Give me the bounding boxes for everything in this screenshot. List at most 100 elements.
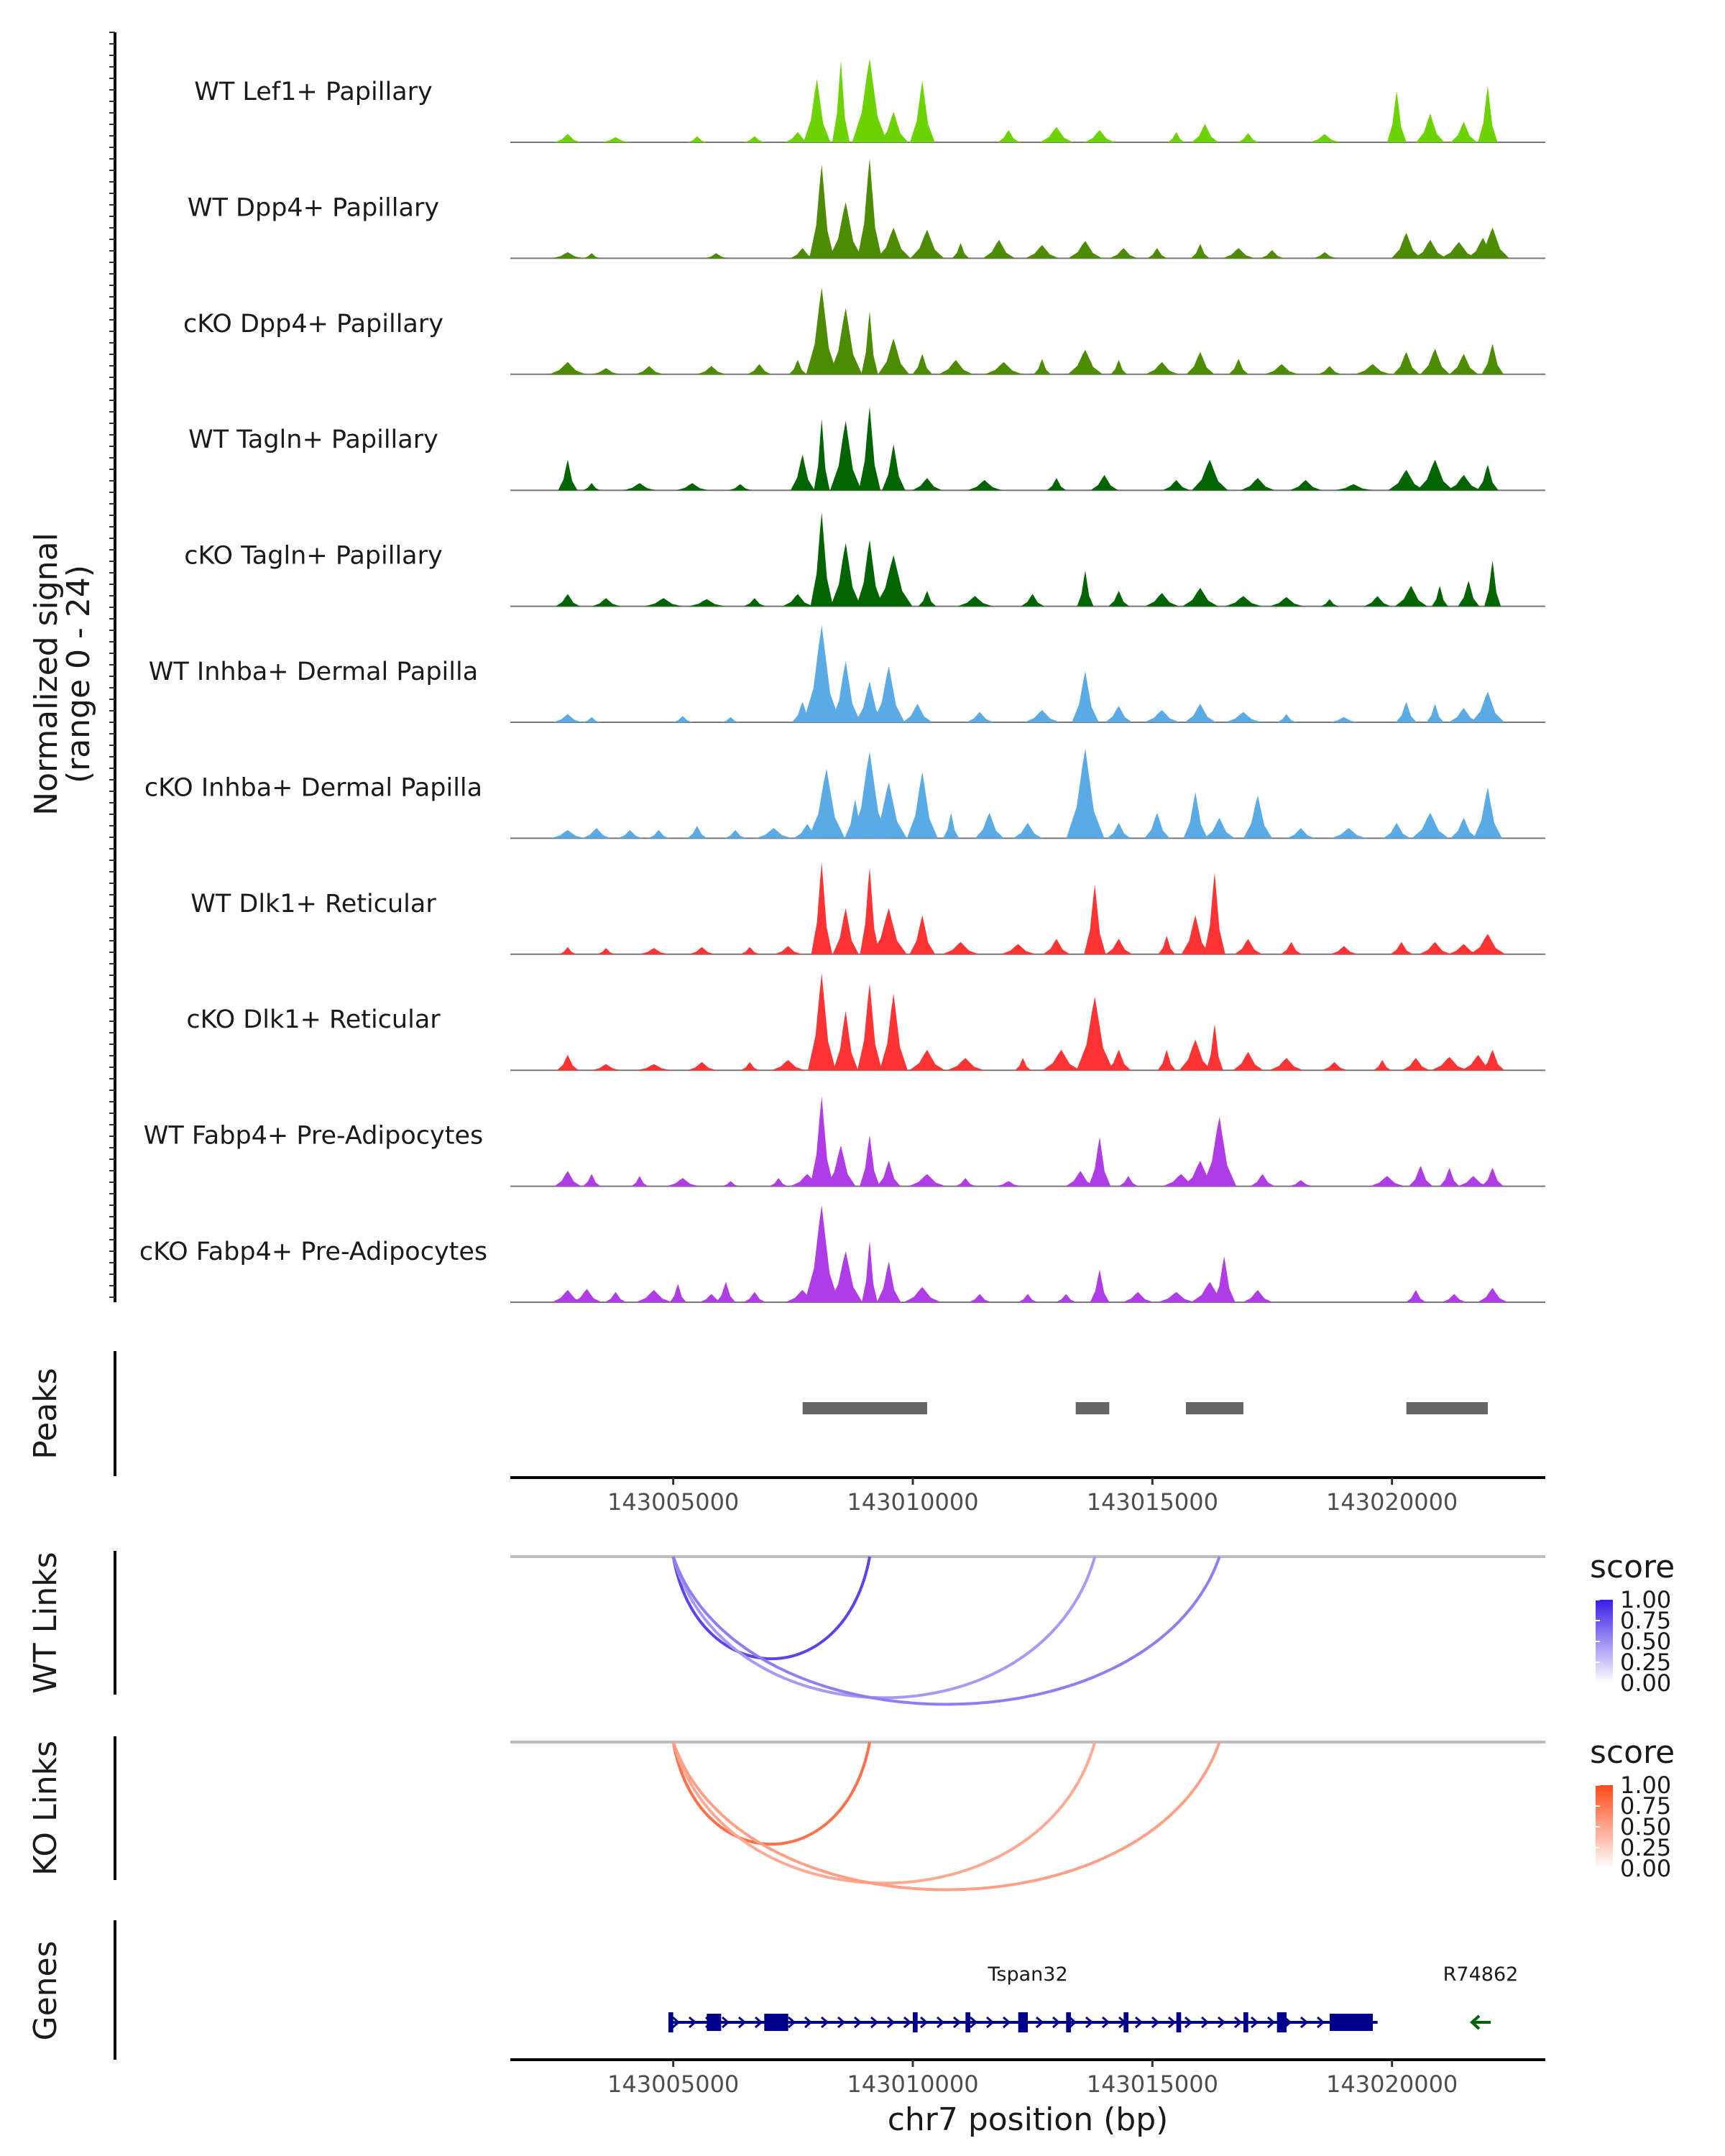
coverage-peak [909, 915, 936, 954]
coverage-peak [1260, 250, 1284, 259]
exon [1276, 2012, 1287, 2032]
coverage-peak [1442, 1294, 1467, 1302]
coverage-peak [1144, 710, 1180, 722]
coverage-peak [724, 830, 746, 839]
legend-tick-label: 0.25 [1620, 1834, 1671, 1861]
coverage-peak [810, 1096, 834, 1187]
coverage-peak [877, 1161, 901, 1187]
coverage-peak [1042, 1049, 1080, 1071]
track-label: cKO Dlk1+ Reticular [186, 1005, 441, 1034]
coverage-peak [998, 130, 1020, 142]
coverage-peak [551, 1290, 584, 1302]
coverage-peak [857, 158, 882, 259]
coverage-peak [1276, 714, 1297, 722]
coverage-peak [1184, 704, 1216, 722]
coverage-peak [592, 1064, 621, 1071]
coverage-peak [1145, 593, 1179, 607]
coverage-peak [1105, 706, 1133, 722]
coverage-peak [1066, 748, 1105, 839]
coverage-peak [602, 137, 630, 142]
coverage-peak [1396, 701, 1417, 722]
x-axis-title: chr7 position (bp) [888, 2101, 1169, 2138]
coverage-peak [912, 354, 933, 374]
coverage-peak [1182, 588, 1218, 607]
coverage-peak [860, 1135, 880, 1187]
coverage-peak [1409, 1166, 1433, 1187]
coverage-peak [803, 625, 840, 722]
x-tick-label: 143015000 [1087, 1488, 1218, 1516]
coverage-peak [553, 714, 583, 722]
coverage-peak [1090, 1269, 1110, 1302]
coverage-peak [1477, 464, 1499, 491]
track-0: WT Lef1+ Papillary [194, 58, 1545, 143]
coverage-peak [1448, 944, 1480, 954]
coverage-peak [1364, 596, 1392, 607]
coverage-peak [676, 483, 709, 491]
coverage-peak [1458, 581, 1480, 607]
coverage-peak [877, 1261, 901, 1302]
coverage-peak [829, 202, 862, 259]
coverage-peak [597, 948, 615, 954]
strand-arrow [672, 2016, 681, 2029]
coverage-peak [1241, 478, 1275, 491]
coverage-y-label-line1: Normalized signal [28, 533, 65, 816]
coverage-peak [831, 660, 861, 722]
wt-score-legend: score 1.000.750.500.250.00 [1590, 1549, 1675, 1697]
exon [913, 2012, 918, 2032]
link-arc [671, 1556, 871, 1660]
coverage-peak [1021, 594, 1044, 607]
link-arc [671, 1741, 1097, 1885]
coverage-peak [1108, 591, 1130, 607]
coverage-peak [803, 79, 831, 142]
coverage-peak [788, 359, 807, 374]
coverage-tracks: WT Lef1+ Papillary WT Dpp4+ Papillary cKO … [139, 58, 1545, 1303]
coverage-peak [1287, 828, 1315, 839]
coverage-peak [1179, 1039, 1212, 1071]
coverage-peak [955, 1178, 976, 1187]
coverage-peak [782, 594, 814, 607]
coverage-peak [1234, 939, 1262, 954]
coverage-peak [1416, 114, 1445, 142]
coverage-peak [790, 454, 815, 491]
strand-arrow [1135, 2016, 1144, 2029]
coverage-peak [1317, 366, 1342, 374]
coverage-peak [1476, 227, 1509, 259]
strand-arrow [1168, 2016, 1177, 2029]
exon [1330, 2014, 1373, 2031]
coverage-peak [1076, 997, 1113, 1071]
coverage-peak [729, 484, 752, 491]
legend-tick-label: 0.50 [1620, 1628, 1671, 1655]
peak-regions [802, 1402, 1488, 1414]
gene-label: Tspan32 [987, 1963, 1067, 1986]
coverage-peak [583, 717, 601, 722]
coverage-peak [559, 946, 576, 954]
wt-legend-title: score [1590, 1549, 1675, 1585]
coverage-peak [1068, 241, 1103, 259]
coverage-peak [1243, 1290, 1273, 1302]
coverage-peak [1090, 474, 1118, 491]
coverage-peak [604, 1291, 627, 1302]
coverage-peak [1084, 130, 1116, 142]
coverage-peak [830, 543, 861, 607]
legend-tick-label: 1.00 [1620, 1586, 1671, 1613]
coverage-peak [722, 717, 740, 722]
coverage-peak [876, 227, 911, 259]
coverage-peak [1013, 823, 1043, 839]
coverage-peak [1412, 812, 1449, 839]
coverage-peak [623, 483, 656, 491]
coverage-peak [572, 1289, 602, 1302]
track-1: WT Dpp4+ Papillary [188, 158, 1545, 259]
coverage-peak [910, 229, 944, 259]
coverage-peak [1107, 823, 1131, 839]
coverage-peak [744, 136, 765, 142]
coverage-peak [808, 973, 836, 1071]
strand-arrow [1201, 2016, 1210, 2029]
coverage-peak [1449, 354, 1478, 374]
coverage-peak [878, 338, 909, 374]
coverage-peak [689, 599, 725, 607]
coverage-peak [689, 946, 715, 954]
coverage-peak [1320, 599, 1339, 607]
wt-links-label: WT Links [27, 1552, 64, 1693]
coverage-peak [558, 459, 578, 491]
coverage-peak [748, 364, 772, 374]
